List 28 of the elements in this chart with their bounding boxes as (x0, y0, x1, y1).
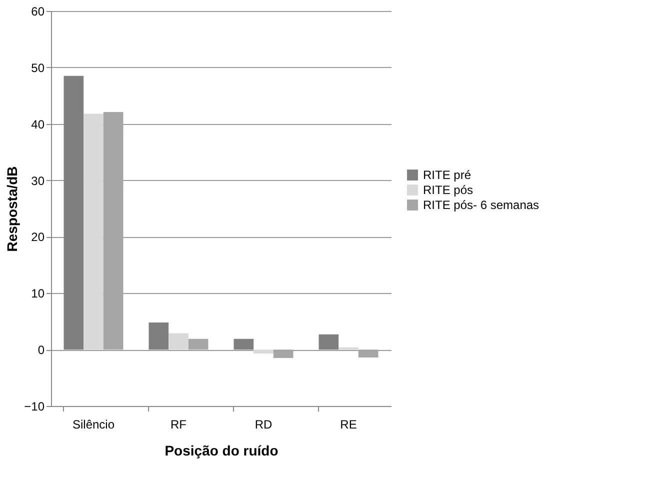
y-tick-label: −10 (24, 400, 45, 414)
bar (254, 350, 274, 354)
legend-label: RITE pós (423, 183, 474, 197)
bar (188, 338, 208, 350)
x-tick-label: Silêncio (72, 418, 115, 432)
x-tick-label: RF (170, 418, 186, 432)
bar (148, 322, 169, 350)
x-tick-label: RD (254, 418, 272, 432)
y-tick-label: 50 (31, 60, 45, 75)
legend-label: RITE pós- 6 semanas (423, 198, 540, 212)
bar (64, 76, 84, 350)
y-tick-label: 20 (31, 230, 45, 244)
bar (318, 334, 339, 350)
bar (273, 350, 294, 358)
y-tick-label: 40 (31, 117, 45, 132)
bar (358, 350, 378, 358)
y-tick-label: 0 (38, 343, 45, 358)
y-axis-title: Resposta/dB (4, 166, 20, 252)
y-tick-label: 30 (31, 174, 45, 188)
bar (168, 333, 188, 350)
bar (84, 114, 104, 350)
x-tick-label: RE (340, 418, 357, 432)
legend-label: RITE pré (423, 168, 472, 182)
bar (103, 112, 124, 350)
x-axis-title: Posição do ruído (164, 442, 278, 458)
bar (234, 338, 254, 350)
y-tick-label: 10 (31, 286, 45, 301)
y-tick-label: 60 (31, 4, 45, 18)
